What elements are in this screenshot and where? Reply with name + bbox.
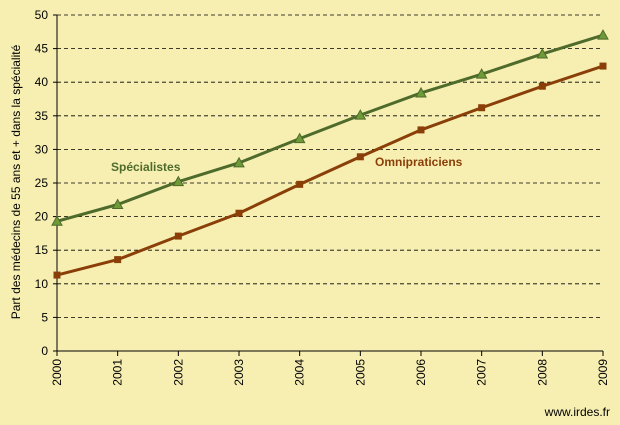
data-point-square bbox=[174, 232, 182, 240]
data-point-triangle bbox=[111, 198, 124, 210]
series-label-omnipraticiens: Omnipraticiens bbox=[375, 155, 463, 169]
y-tick-labels: 0 5 10 15 20 25 30 35 40 45 50 bbox=[35, 8, 49, 358]
x-tick-label: 2002 bbox=[171, 359, 185, 386]
data-point-square bbox=[356, 153, 364, 161]
y-tick-label: 45 bbox=[35, 42, 49, 56]
y-tick-label: 30 bbox=[35, 142, 49, 156]
data-point-triangle bbox=[597, 29, 609, 40]
data-point-square bbox=[114, 256, 122, 264]
data-point-triangle bbox=[172, 175, 185, 187]
series-line-0 bbox=[56, 33, 604, 223]
y-tick-label: 15 bbox=[35, 243, 49, 257]
data-point-square bbox=[478, 104, 486, 112]
data-point-square bbox=[538, 82, 546, 90]
x-tick-labels: 2000 2001 2002 2003 2004 2005 2006 2007 2008 2009 bbox=[50, 359, 610, 386]
data-point-square bbox=[235, 209, 243, 217]
data-point-triangle bbox=[536, 47, 549, 59]
y-tick-label: 40 bbox=[35, 75, 49, 89]
data-point-square bbox=[417, 126, 425, 134]
y-tick-label: 0 bbox=[41, 344, 48, 358]
y-tick-label: 5 bbox=[41, 310, 48, 324]
source-credit: www.irdes.fr bbox=[544, 405, 610, 419]
y-tick-label: 25 bbox=[35, 176, 49, 190]
series-line-1 bbox=[56, 64, 604, 277]
data-point-triangle bbox=[293, 132, 306, 144]
x-tick-label: 2008 bbox=[535, 359, 549, 386]
y-axis-title: Part des médecins de 55 ans et + dans la… bbox=[9, 44, 23, 319]
x-tick-label: 2006 bbox=[414, 359, 428, 386]
data-point-triangle bbox=[51, 215, 63, 226]
x-tick-label: 2007 bbox=[475, 359, 489, 386]
data-point-triangle bbox=[354, 109, 367, 120]
data-point-triangle bbox=[475, 68, 488, 79]
data-point-square bbox=[599, 62, 607, 70]
data-point-triangle bbox=[415, 86, 427, 98]
x-tick-label: 2003 bbox=[232, 359, 246, 386]
series-group bbox=[51, 29, 609, 279]
series-label-specialistes: Spécialistes bbox=[111, 160, 181, 174]
series-labels: Spécialistes Omnipraticiens bbox=[111, 155, 463, 174]
x-tick-label: 2000 bbox=[50, 359, 64, 386]
x-tick-label: 2005 bbox=[353, 359, 367, 386]
data-point-triangle bbox=[233, 156, 245, 168]
y-tick-label: 50 bbox=[35, 8, 49, 22]
data-point-square bbox=[296, 180, 304, 188]
data-point-square bbox=[53, 271, 61, 279]
axes bbox=[53, 14, 604, 356]
x-tick-label: 2004 bbox=[293, 359, 307, 386]
y-tick-label: 20 bbox=[35, 210, 49, 224]
y-tick-label: 10 bbox=[35, 277, 49, 291]
x-tick-label: 2009 bbox=[596, 359, 610, 386]
x-tick-label: 2001 bbox=[111, 359, 125, 386]
grid-lines bbox=[57, 14, 603, 318]
y-tick-label: 35 bbox=[35, 109, 49, 123]
